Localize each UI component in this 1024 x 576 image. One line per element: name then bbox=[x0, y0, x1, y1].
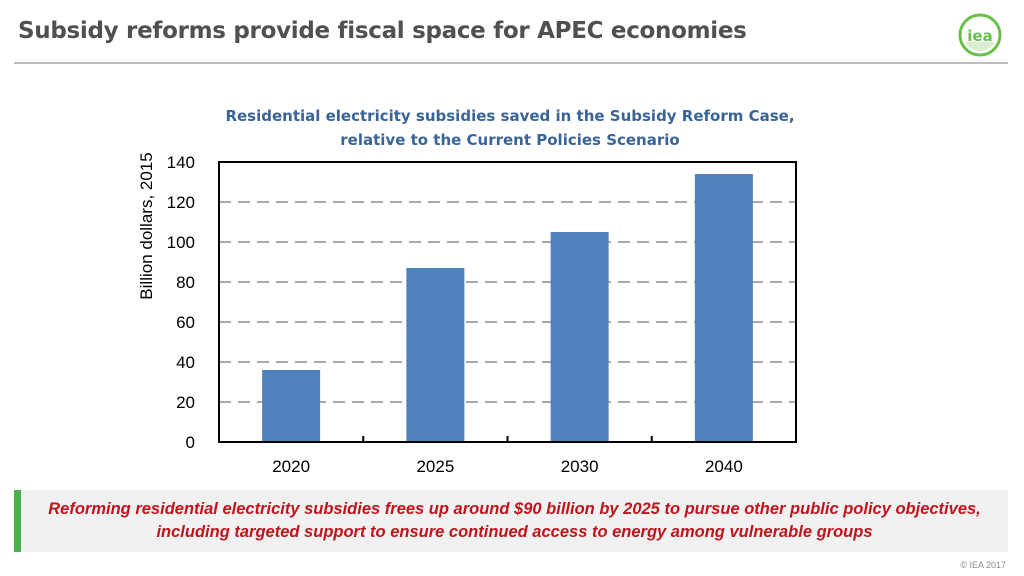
copyright: © IEA 2017 bbox=[960, 560, 1006, 570]
y-tick-label: 40 bbox=[176, 353, 195, 372]
title-divider bbox=[14, 62, 1008, 64]
callout-line-2: including targeted support to ensure con… bbox=[156, 523, 873, 541]
y-axis-label: Billion dollars, 2015 bbox=[137, 152, 156, 299]
x-tick-label: 2030 bbox=[561, 457, 599, 476]
bars bbox=[262, 174, 753, 442]
x-tick-label: 2040 bbox=[705, 457, 743, 476]
slide-title: Subsidy reforms provide fiscal space for… bbox=[18, 18, 747, 44]
bar-2025 bbox=[406, 268, 465, 442]
callout-line-1: Reforming residential electricity subsid… bbox=[48, 500, 981, 518]
callout-box: Reforming residential electricity subsid… bbox=[14, 490, 1008, 552]
bar-2040 bbox=[694, 174, 753, 442]
logo-text: iea bbox=[967, 27, 992, 45]
chart-title-line-1: Residential electricity subsidies saved … bbox=[225, 107, 795, 125]
iea-logo: iea bbox=[958, 13, 1002, 57]
x-tick-label: 2025 bbox=[416, 457, 454, 476]
bar-2030 bbox=[550, 232, 609, 442]
y-tick-label: 120 bbox=[167, 193, 195, 212]
y-tick-label: 140 bbox=[167, 153, 195, 172]
y-tick-label: 20 bbox=[176, 393, 195, 412]
y-tick-label: 80 bbox=[176, 273, 195, 292]
chart-title-line-2: relative to the Current Policies Scenari… bbox=[340, 131, 680, 149]
x-tick-label: 2020 bbox=[272, 457, 310, 476]
y-tick-label: 100 bbox=[167, 233, 195, 252]
y-tick-label: 60 bbox=[176, 313, 195, 332]
y-tick-label: 0 bbox=[186, 433, 195, 452]
chart-title: Residential electricity subsidies saved … bbox=[180, 104, 840, 152]
bar-2020 bbox=[262, 370, 321, 442]
